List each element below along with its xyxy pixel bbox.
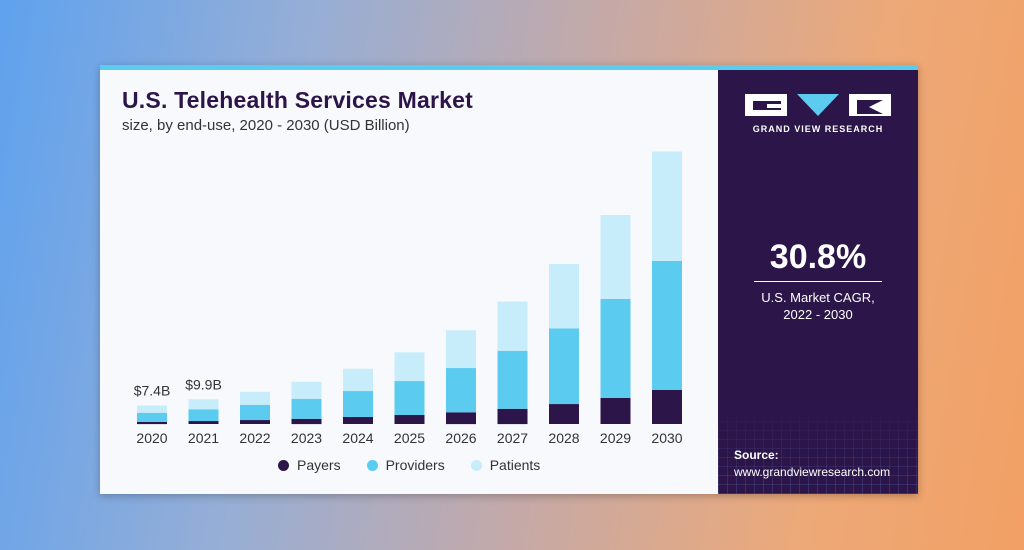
cagr-label: U.S. Market CAGR, 2022 - 2030: [718, 289, 918, 323]
bar-patients-2029: [600, 215, 631, 299]
bar-providers-2021: [188, 409, 219, 422]
bar-providers-2028: [549, 328, 579, 405]
bar-payers-2029: [600, 398, 631, 424]
cagr-value: 30.8%: [769, 238, 867, 276]
bar-providers-2029: [600, 299, 631, 398]
cagr-label-line1: U.S. Market CAGR,: [761, 290, 875, 305]
data-label-2020: $7.4B: [134, 383, 171, 399]
bar-providers-2025: [394, 381, 425, 415]
x-tick-label-2021: 2021: [188, 430, 219, 446]
bar-providers-2024: [343, 391, 373, 417]
bar-payers-2030: [652, 390, 682, 424]
bar-patients-2027: [497, 301, 528, 351]
legend-swatch-providers: [366, 459, 378, 471]
bar-patients-2025: [394, 352, 425, 382]
bar-payers-2027: [497, 408, 528, 425]
x-tick-label-2029: 2029: [600, 430, 631, 446]
x-tick-label-2020: 2020: [136, 430, 167, 446]
cagr-divider: [754, 281, 882, 282]
bar-patients-2030: [652, 151, 682, 261]
x-tick-label-2022: 2022: [239, 430, 270, 446]
decorative-grid: [718, 404, 918, 494]
bar-payers-2026: [446, 412, 476, 425]
x-tick-label-2024: 2024: [342, 430, 373, 446]
accent-strip: [100, 65, 918, 70]
chart-card: U.S. Telehealth Services Market size, by…: [100, 65, 918, 494]
chart-legend: Payers Providers Patients: [278, 457, 540, 473]
bar-patients-2022: [240, 391, 270, 405]
legend-swatch-patients: [470, 459, 482, 471]
bar-patients-2021: [188, 399, 219, 410]
bar-providers-2026: [446, 368, 476, 413]
gvr-logo: GRAND VIEW RESEARCH: [743, 90, 893, 150]
legend-label-patients: Patients: [489, 457, 541, 473]
bar-payers-2024: [343, 417, 373, 424]
x-tick-label-2027: 2027: [497, 430, 528, 446]
bar-payers-2020: [137, 421, 167, 425]
bar-patients-2024: [343, 368, 373, 392]
x-tick-label-2030: 2030: [651, 430, 682, 446]
bar-providers-2030: [652, 261, 682, 390]
bar-payers-2021: [188, 421, 219, 424]
gvr-logo-icon: [745, 94, 891, 116]
bar-providers-2027: [497, 350, 528, 409]
data-label-2021: $9.9B: [185, 376, 222, 392]
bar-payers-2025: [394, 415, 425, 424]
cagr-label-line2: 2022 - 2030: [783, 307, 853, 322]
bar-patients-2028: [549, 264, 579, 329]
source-label: Source:: [734, 448, 779, 462]
legend-swatch-payers: [278, 459, 289, 471]
bar-providers-2020: [137, 412, 167, 422]
x-tick-label-2023: 2023: [291, 430, 322, 446]
brand-name: GRAND VIEW RESEARCH: [752, 124, 884, 134]
stacked-bar-chart: 2020 2021 2022 2023 2024 2025 2026 2027 2028 2029…: [134, 151, 683, 446]
chart-title: U.S. Telehealth Services Market: [122, 87, 473, 113]
x-tick-label-2026: 2026: [445, 430, 476, 446]
bar-patients-2020: [137, 405, 167, 413]
bar-providers-2022: [240, 404, 270, 421]
legend-item-patients: Patients: [470, 457, 541, 473]
legend-item-providers: Providers: [366, 457, 445, 473]
bar-providers-2023: [291, 398, 322, 419]
bar-patients-2026: [446, 330, 476, 369]
bar-payers-2028: [549, 404, 579, 424]
stat-panel: GRAND VIEW RESEARCH 30.8% U.S. Market CA…: [718, 70, 918, 494]
chart-subtitle: size, by end-use, 2020 - 2030 (USD Billi…: [122, 117, 410, 134]
bar-patients-2023: [291, 381, 322, 399]
legend-label-payers: Payers: [297, 457, 341, 473]
x-tick-label-2028: 2028: [548, 430, 579, 446]
bar-payers-2023: [291, 418, 322, 425]
x-tick-label-2025: 2025: [394, 430, 425, 446]
legend-item-payers: Payers: [278, 457, 341, 473]
legend-label-providers: Providers: [385, 457, 445, 473]
source-link[interactable]: www.grandviewresearch.com: [734, 465, 891, 479]
bar-payers-2022: [240, 420, 270, 424]
